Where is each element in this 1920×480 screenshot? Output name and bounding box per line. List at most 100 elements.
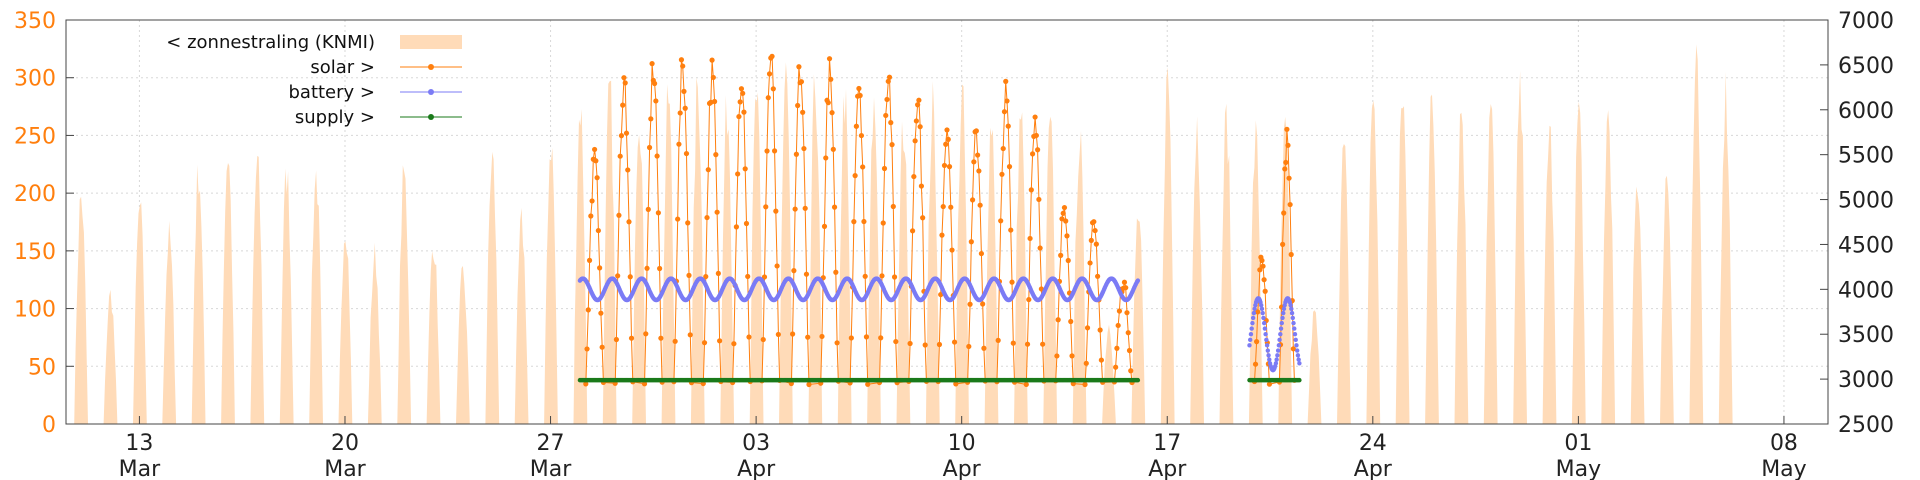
solar-point: [617, 153, 623, 159]
solar-point: [884, 96, 890, 103]
battery-point: [1290, 315, 1295, 321]
zonnestraling-area-path: [66, 44, 1740, 425]
legend-label: < zonnestraling (KNMI): [166, 32, 375, 53]
solar-point: [863, 334, 870, 340]
solar-point: [886, 74, 893, 80]
solar-point: [654, 153, 660, 159]
solar-point: [945, 136, 951, 142]
solar-point: [939, 232, 945, 238]
battery-point: [1288, 302, 1293, 308]
x-tick-month-label: Apr: [737, 457, 776, 480]
solar-point: [1123, 285, 1129, 291]
battery-point: [1296, 357, 1301, 362]
solar-point: [623, 130, 630, 136]
solar-point: [627, 274, 633, 280]
zonnestraling-area: [66, 44, 1740, 425]
solar-point: [1286, 175, 1292, 181]
solar-point: [1125, 330, 1131, 336]
solar-point: [717, 338, 723, 344]
solar-point: [598, 310, 604, 316]
solar-point: [944, 127, 950, 133]
battery-point: [1289, 310, 1295, 316]
battery-point: [1250, 315, 1256, 321]
solar-point: [826, 56, 833, 62]
solar-point: [1028, 187, 1034, 193]
solar-point: [715, 270, 721, 277]
solar-point: [1095, 273, 1101, 279]
battery-point: [1263, 332, 1268, 337]
solar-point: [625, 167, 631, 173]
solar-point: [796, 64, 802, 70]
solar-point: [833, 269, 839, 275]
battery-point: [1264, 343, 1270, 348]
solar-point: [825, 100, 831, 106]
solar-point: [1113, 364, 1119, 370]
solar-point: [1009, 279, 1015, 285]
solar-point: [851, 219, 857, 225]
solar-point: [644, 265, 650, 271]
right-tick-label: 3500: [1838, 323, 1894, 348]
solar-line: [1254, 129, 1295, 385]
solar-point: [1285, 142, 1291, 148]
solar-point: [655, 210, 661, 216]
solar-point: [830, 146, 836, 152]
solar-point: [585, 307, 591, 313]
battery-point: [1135, 278, 1141, 283]
solar-point: [678, 57, 685, 63]
solar-point: [595, 227, 601, 234]
solar-point: [769, 53, 775, 59]
solar-point: [682, 105, 688, 111]
solar-point: [773, 208, 779, 214]
solar-point: [802, 205, 808, 211]
solar-point: [628, 335, 635, 341]
solar-point: [1288, 251, 1294, 258]
battery-point: [1251, 310, 1257, 316]
solar-point: [883, 112, 889, 119]
solar-point: [1032, 114, 1038, 120]
solar-point: [946, 164, 953, 170]
solar-point: [995, 337, 1001, 343]
solar-point: [862, 273, 868, 279]
solar-point: [1098, 357, 1104, 363]
solar-point: [775, 331, 781, 338]
solar-point: [1033, 132, 1039, 139]
battery-point: [1275, 353, 1280, 358]
solar-point: [853, 123, 859, 129]
solar-point: [856, 85, 862, 92]
solar-point: [978, 250, 985, 257]
solar-point: [735, 171, 741, 177]
solar-point: [621, 75, 627, 81]
battery-point: [1281, 310, 1286, 316]
solar-point: [764, 148, 770, 154]
solar-point: [710, 74, 716, 81]
battery-point: [1262, 326, 1268, 331]
solar-point: [766, 71, 773, 77]
right-tick-label: 5000: [1838, 189, 1894, 214]
battery-point: [1289, 306, 1294, 312]
battery-point: [1274, 357, 1279, 362]
solar-point: [1065, 257, 1071, 264]
right-tick-label: 6500: [1838, 54, 1894, 79]
solar-point: [879, 273, 885, 279]
battery-point: [1292, 326, 1297, 331]
solar-point: [915, 102, 921, 108]
solar-point: [880, 220, 886, 226]
x-tick-month-label: Apr: [943, 457, 982, 480]
battery-point: [1265, 348, 1271, 353]
battery-point: [1261, 315, 1266, 321]
solar-point: [916, 97, 922, 103]
solar-point: [1059, 216, 1065, 222]
solar-point: [1003, 78, 1009, 84]
solar-point: [646, 144, 653, 151]
right-y-axis: 2500 3000 3500 4000 4500 5000 5500 6000 6500 7000: [1820, 9, 1894, 438]
solar-point: [1061, 204, 1068, 211]
supply-point: [1135, 377, 1141, 383]
solar-point: [1092, 227, 1098, 234]
battery-point: [1259, 306, 1265, 312]
solar-point: [1064, 233, 1070, 239]
x-axis: 13Mar20Mar27Mar03Apr10Apr17Apr24Apr01May…: [119, 416, 1807, 480]
solar-point: [848, 335, 854, 341]
solar-point: [893, 338, 899, 345]
solar-point: [643, 331, 649, 337]
solar-point: [626, 219, 632, 225]
